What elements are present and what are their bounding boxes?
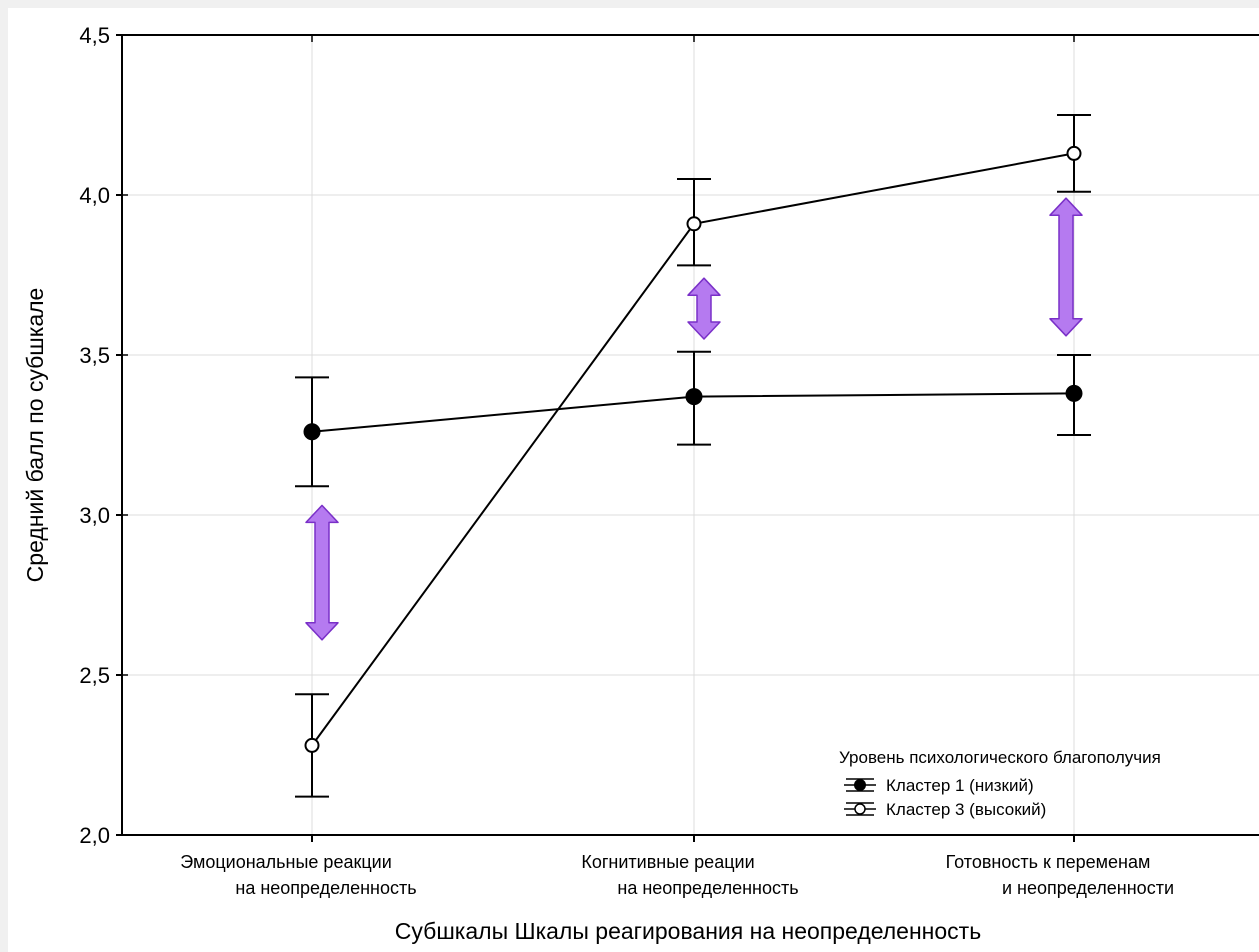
axes xyxy=(116,34,1259,842)
y-tick-label: 2,5 xyxy=(79,663,110,688)
category-label-line2: на неопределенность xyxy=(617,878,798,898)
x-axis-title: Субшкалы Шкалы реагирования на неопредел… xyxy=(395,918,981,944)
data-point-filled xyxy=(1065,384,1083,402)
y-tick-label: 3,0 xyxy=(79,503,110,528)
category-label-line1: Готовность к переменам xyxy=(946,852,1151,872)
data-series xyxy=(295,114,1091,798)
legend: Уровень психологического благополучия Кла… xyxy=(839,748,1161,819)
double-arrow xyxy=(305,504,339,641)
double-arrow xyxy=(687,277,721,340)
y-tick-label: 4,5 xyxy=(79,23,110,48)
legend-marker-open xyxy=(854,803,866,815)
data-point-open xyxy=(304,737,320,753)
data-point-open xyxy=(1066,145,1082,161)
legend-title: Уровень психологического благополучия xyxy=(839,748,1161,767)
y-tick-label: 4,0 xyxy=(79,183,110,208)
data-point-filled xyxy=(303,423,321,441)
data-point-open xyxy=(686,216,702,232)
y-tick-label: 3,5 xyxy=(79,343,110,368)
chart-frame: 2,0 2,5 3,0 3,5 4,0 4,5 Эмоциональные реакции н… xyxy=(8,8,1259,952)
category-label-line1: Когнитивные реации xyxy=(581,852,754,872)
axis-labels: 2,0 2,5 3,0 3,5 4,0 4,5 Эмоциональные реакции н… xyxy=(22,23,1174,944)
category-label-line2: и неопределенности xyxy=(1002,878,1174,898)
legend-marker-filled xyxy=(854,779,866,791)
double-arrow xyxy=(1049,197,1083,337)
y-tick-label: 2,0 xyxy=(79,823,110,848)
category-label-line1: Эмоциональные реакции xyxy=(180,852,392,872)
legend-label: Кластер 1 (низкий) xyxy=(886,776,1034,795)
legend-label: Кластер 3 (высокий) xyxy=(886,800,1046,819)
y-axis-title: Средний балл по субшкале xyxy=(22,288,48,583)
line-chart: 2,0 2,5 3,0 3,5 4,0 4,5 Эмоциональные реакции н… xyxy=(22,23,1259,944)
data-point-filled xyxy=(685,388,703,406)
category-label-line2: на неопределенность xyxy=(235,878,416,898)
difference-arrows xyxy=(305,197,1083,641)
